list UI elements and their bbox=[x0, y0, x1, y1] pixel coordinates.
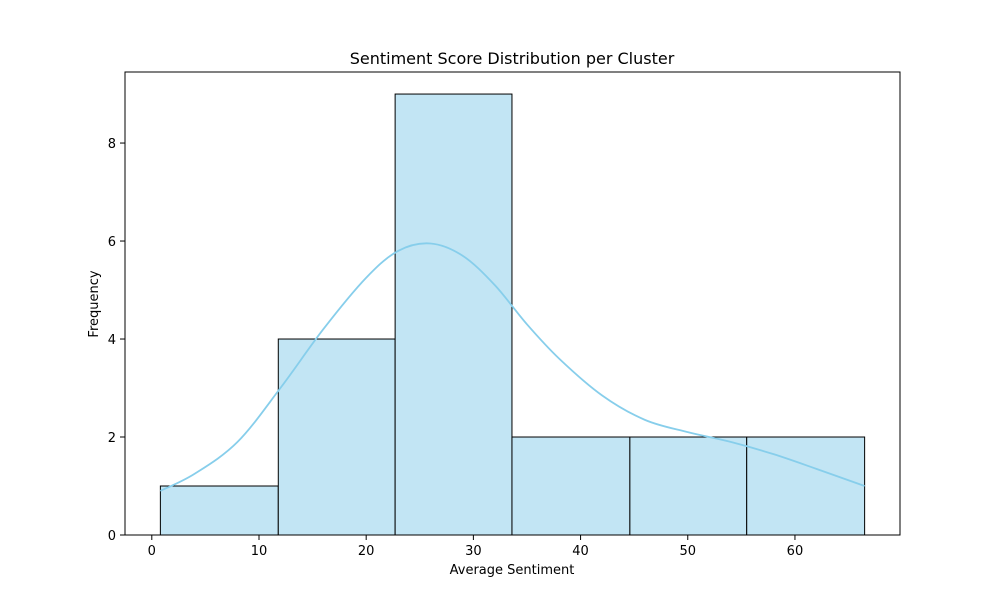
histogram-bars bbox=[159, 93, 866, 536]
chart-title: Sentiment Score Distribution per Cluster bbox=[350, 49, 675, 68]
kde-curve bbox=[159, 242, 865, 492]
x-axis: 0 10 20 30 40 50 60 bbox=[148, 535, 804, 559]
x-tick-label: 30 bbox=[465, 544, 482, 559]
y-tick-label: 4 bbox=[108, 333, 116, 348]
x-tick-label: 0 bbox=[148, 544, 156, 559]
x-tick-label: 20 bbox=[358, 544, 375, 559]
x-tick-label: 50 bbox=[679, 544, 696, 559]
histogram-bar-4 bbox=[511, 436, 631, 536]
y-tick-label: 0 bbox=[108, 529, 116, 544]
histogram-bar-5 bbox=[629, 436, 748, 536]
histogram-bar-2 bbox=[277, 338, 396, 536]
y-tick-label: 8 bbox=[108, 137, 116, 152]
y-axis: 0 2 4 6 8 bbox=[108, 137, 125, 544]
y-tick-label: 6 bbox=[108, 235, 116, 250]
y-axis-title: Frequency bbox=[87, 270, 102, 337]
histogram-bar-1 bbox=[159, 485, 279, 536]
y-tick-label: 2 bbox=[108, 431, 116, 446]
histogram-bar-6 bbox=[746, 436, 866, 536]
plot-frame bbox=[124, 71, 901, 536]
x-tick-label: 40 bbox=[572, 544, 589, 559]
x-axis-title: Average Sentiment bbox=[450, 563, 575, 578]
x-tick-label: 60 bbox=[787, 544, 804, 559]
histogram-bar-3 bbox=[394, 93, 513, 536]
x-tick-label: 10 bbox=[251, 544, 268, 559]
